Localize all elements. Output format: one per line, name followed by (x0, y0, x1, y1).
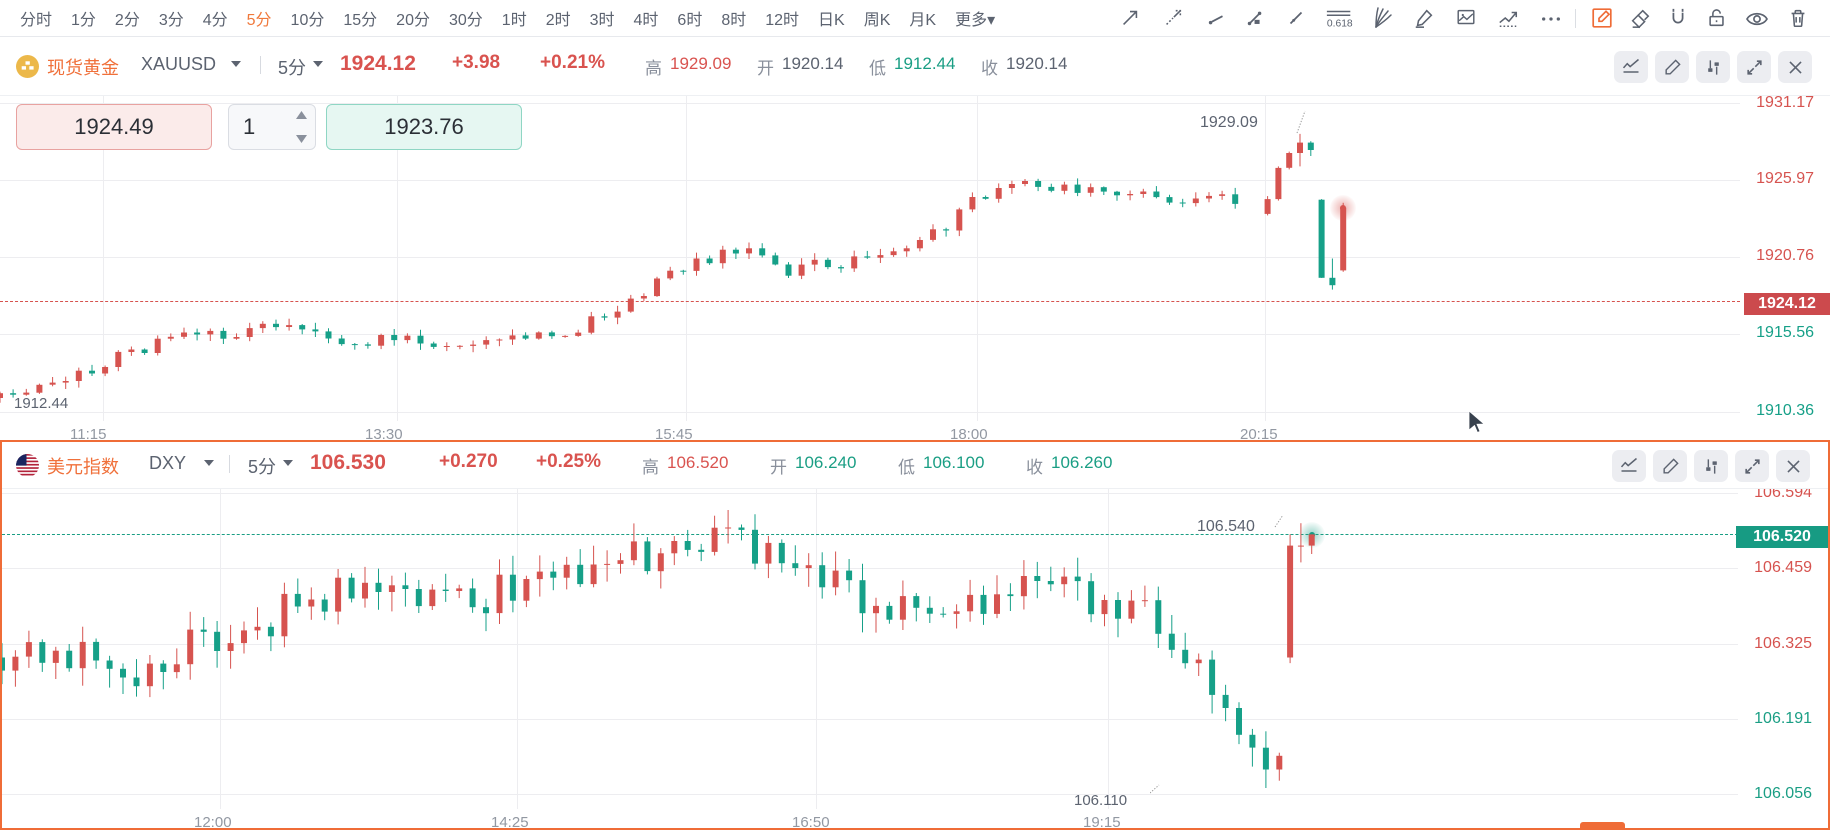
svg-text:0.618: 0.618 (1327, 18, 1353, 29)
